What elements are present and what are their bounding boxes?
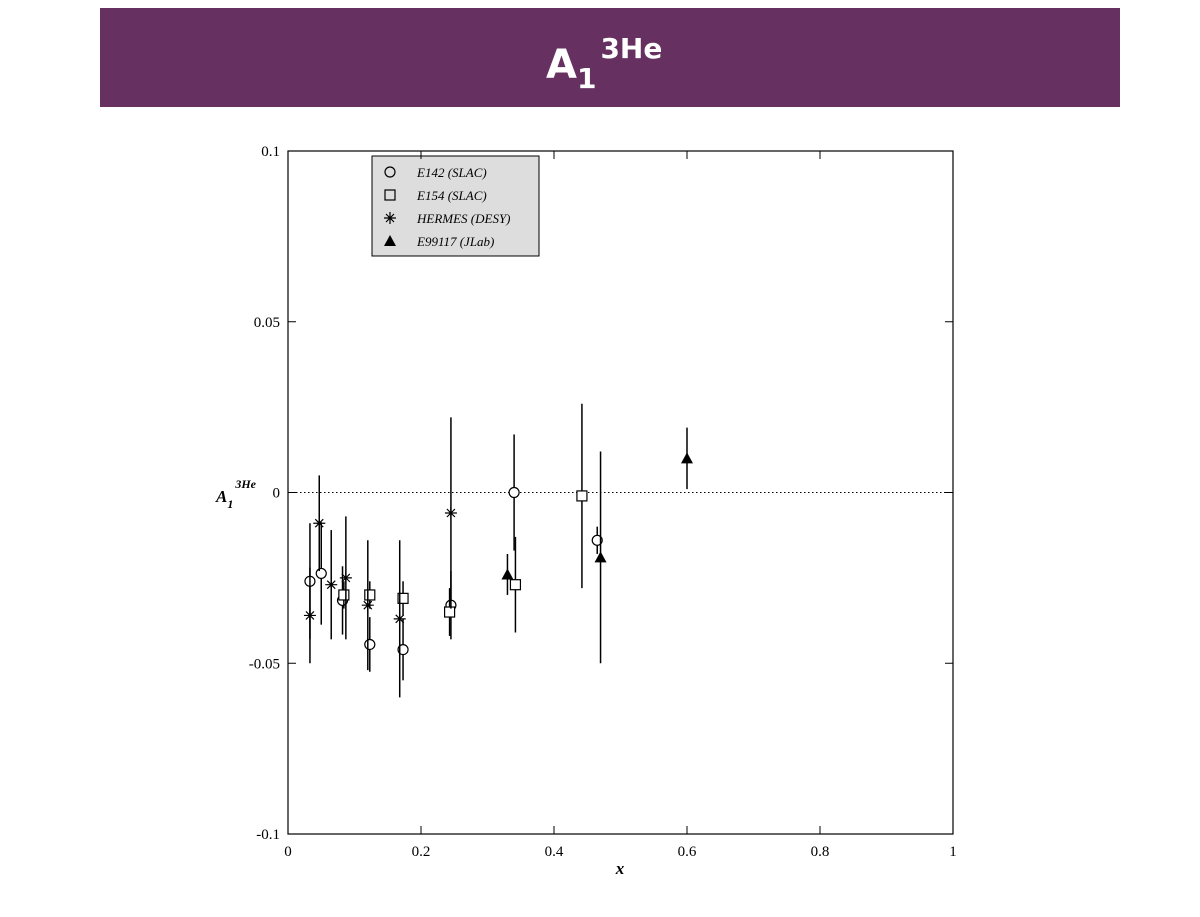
- legend-label: E142 (SLAC): [416, 165, 487, 180]
- data-point: [594, 551, 607, 563]
- title-sup: 3He: [600, 32, 662, 65]
- title-main: A: [546, 42, 577, 88]
- x-tick-label: 0.6: [678, 844, 697, 860]
- data-point: [509, 579, 522, 591]
- data-point: [364, 638, 376, 651]
- slide-title: A13He: [546, 32, 662, 95]
- y-tick-label: 0.05: [254, 315, 280, 331]
- y-label-main: A: [215, 487, 227, 506]
- data-point: [338, 589, 350, 601]
- data-point: [501, 568, 514, 580]
- legend-box: [371, 155, 540, 257]
- data-point: [361, 599, 374, 612]
- data-point: [508, 486, 520, 499]
- x-tick-label: 0.8: [811, 844, 830, 860]
- y-tick-label: -0.05: [249, 656, 280, 672]
- data-point: [443, 606, 456, 618]
- data-point: [303, 609, 316, 622]
- y-tick-label: -0.1: [256, 827, 280, 843]
- x-axis-label: x: [615, 859, 625, 878]
- data-point: [339, 571, 352, 584]
- legend-label: E99117 (JLab): [416, 234, 494, 249]
- legend-marker: [384, 235, 396, 246]
- data-point: [315, 567, 327, 580]
- data-point: [364, 589, 376, 601]
- y-tick-label: 0: [273, 486, 281, 502]
- x-tick-label: 0.4: [545, 844, 564, 860]
- data-point: [397, 592, 409, 604]
- x-tick-label: 0: [284, 844, 292, 860]
- y-label-sup: 3He: [234, 477, 256, 491]
- title-sub: 1: [577, 62, 596, 95]
- data-point: [444, 506, 457, 519]
- data-point: [681, 452, 693, 464]
- data-point: [313, 517, 326, 530]
- title-banner: [100, 8, 1120, 107]
- data-point: [576, 490, 588, 502]
- data-point: [325, 578, 338, 591]
- y-axis-label: A13He: [215, 477, 257, 511]
- data-point: [393, 612, 406, 625]
- legend-marker: [384, 212, 396, 224]
- x-tick-label: 1: [949, 844, 957, 860]
- data-point: [591, 534, 603, 546]
- y-tick-label: 0.1: [261, 144, 280, 160]
- data-point: [397, 643, 409, 656]
- y-label-sub: 1: [227, 497, 233, 511]
- x-tick-label: 0.2: [412, 844, 431, 860]
- legend-label: E154 (SLAC): [416, 188, 487, 203]
- legend-marker: [384, 166, 396, 178]
- legend-label: HERMES (DESY): [416, 211, 511, 226]
- legend-marker: [384, 189, 396, 201]
